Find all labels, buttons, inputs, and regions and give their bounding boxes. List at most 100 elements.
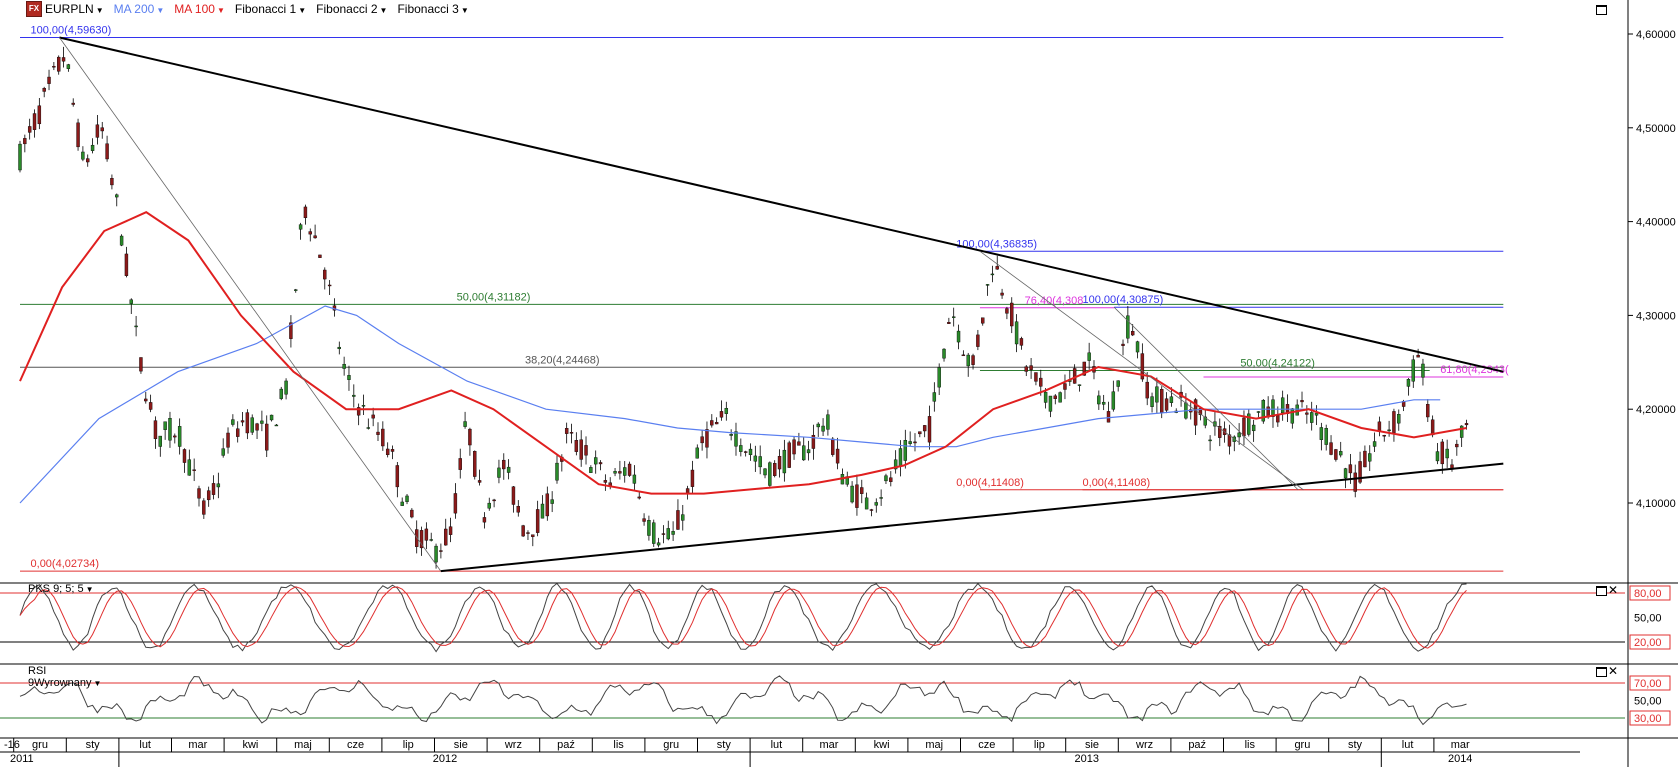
x-tick-label: maj (294, 739, 312, 751)
candle-body (1058, 392, 1062, 403)
y-tick-label: 4,10000 (1636, 498, 1676, 510)
maximize-main-button[interactable] (1596, 5, 1607, 15)
candle-body (990, 273, 995, 276)
candle-body (714, 422, 719, 425)
candle-body (86, 158, 90, 163)
candle-body (927, 416, 932, 443)
fibonacci2-toggle[interactable]: Fibonacci 2 ▼ (316, 2, 387, 16)
fib-level-label: 50,00(4,31182) (457, 291, 531, 303)
candle-body (124, 253, 129, 276)
candle-body (1160, 389, 1164, 413)
candle-body (535, 509, 540, 533)
x-tick-label: cze (347, 739, 364, 751)
candle-body (42, 88, 46, 92)
candle-body (908, 441, 912, 444)
candle-body (1218, 425, 1222, 438)
x-tick-label: gru (32, 739, 48, 751)
x-tick-label: mar (820, 739, 839, 751)
candle-body (647, 520, 651, 536)
candle-body (444, 528, 448, 546)
candle-body (918, 431, 922, 435)
candle-body (395, 465, 400, 488)
maximize-pks-button[interactable] (1596, 586, 1607, 596)
y-tick-label: 4,20000 (1636, 404, 1676, 416)
candle-body (463, 421, 467, 427)
fibonacci1-toggle[interactable]: Fibonacci 1 ▼ (235, 2, 306, 16)
candle-body (1435, 451, 1440, 462)
symbol-selector[interactable]: EURPLN ▼ (45, 2, 104, 16)
pks-panel-title[interactable]: PKS 9; 5; 5 ▼ (28, 583, 94, 595)
trendline (1113, 306, 1299, 491)
candle-body (197, 488, 201, 499)
candle-body (545, 493, 550, 517)
candle-body (884, 475, 888, 482)
candle-body (105, 143, 109, 160)
candle-body (439, 550, 443, 552)
candle-body (66, 64, 71, 69)
candle-body (221, 448, 225, 456)
fibonacci3-label: Fibonacci 3 (397, 2, 459, 16)
candle-body (690, 469, 695, 487)
pks-title: PKS 9; 5; 5 (28, 583, 84, 595)
candle-body (448, 526, 453, 535)
candle-body (182, 449, 187, 463)
candle-body (1300, 400, 1304, 403)
candle-body (177, 426, 182, 447)
chevron-down-icon: ▼ (460, 6, 469, 15)
candle-body (245, 412, 250, 434)
candle-body (76, 122, 80, 148)
candle-body (956, 330, 961, 343)
candle-body (743, 451, 748, 453)
candle-body (284, 380, 288, 395)
chevron-down-icon: ▼ (95, 6, 104, 15)
rsi-panel-subtitle[interactable]: 9Wyrownany ▼ (28, 677, 101, 689)
candle-body (71, 102, 75, 105)
candle-body (806, 449, 811, 454)
fibonacci3-toggle[interactable]: Fibonacci 3 ▼ (397, 2, 468, 16)
x-tick-label: lut (771, 739, 783, 751)
candle-body (361, 405, 366, 407)
candle-body (729, 434, 733, 436)
candle-body (632, 474, 637, 484)
candle-body (1126, 315, 1130, 339)
candle-body (961, 354, 966, 357)
candle-body (1334, 449, 1338, 460)
candle-body (637, 496, 641, 499)
candle-body (347, 375, 351, 380)
candle-body (1005, 308, 1009, 314)
maximize-rsi-button[interactable] (1596, 667, 1607, 677)
x-tick-label: lut (139, 739, 151, 751)
candle-body (250, 417, 254, 433)
candle-body (589, 467, 593, 473)
candle-body (802, 445, 806, 461)
fib-level-label: 0,00(4,02734) (31, 558, 100, 570)
x-tick-label: sty (717, 739, 732, 751)
candle-body (153, 420, 158, 440)
close-pks-icon[interactable]: ✕ (1608, 583, 1619, 597)
candle-body (226, 432, 230, 448)
candle-body (555, 462, 559, 481)
candle-body (502, 459, 506, 470)
candle-body (206, 490, 211, 501)
candle-body (734, 431, 738, 447)
candle-body (1421, 363, 1425, 378)
candle-body (971, 355, 975, 365)
ma100-indicator-toggle[interactable]: MA 100 ▼ (174, 2, 225, 16)
candle-body (705, 429, 709, 448)
candle-body (458, 458, 462, 470)
candle-body (352, 394, 356, 397)
candle-body (1309, 412, 1314, 423)
candle-body (202, 500, 206, 515)
x-tick-label: gru (663, 739, 679, 751)
candle-body (289, 322, 293, 339)
toolbar: FX EURPLN ▼ MA 200 ▼ MA 100 ▼ Fibonacci 1 ▼ … (0, 0, 479, 18)
rsi-tick-label: 70,00 (1634, 678, 1662, 690)
candle-body (1077, 384, 1082, 386)
ma200-indicator-toggle[interactable]: MA 200 ▼ (114, 2, 165, 16)
trendline (59, 36, 1504, 373)
pks-tick-label: 80,00 (1634, 588, 1662, 600)
x-tick-label: sty (86, 739, 101, 751)
candle-body (831, 438, 835, 455)
close-rsi-icon[interactable]: ✕ (1608, 664, 1619, 678)
candle-body (1445, 448, 1449, 459)
